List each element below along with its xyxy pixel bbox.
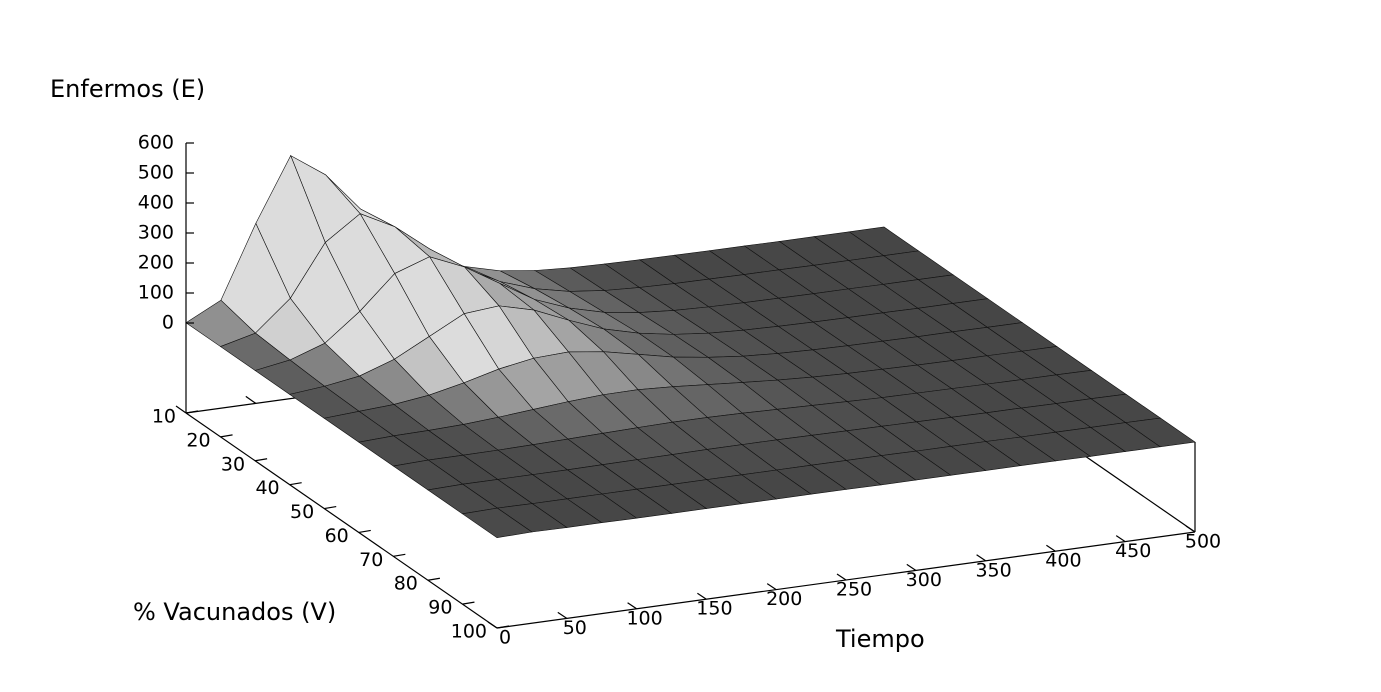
tick-mark bbox=[358, 529, 371, 534]
tick-mark bbox=[487, 621, 498, 629]
axis-line bbox=[185, 412, 498, 629]
tick-mark bbox=[185, 410, 199, 414]
tick-mark bbox=[496, 625, 510, 629]
z-tick-label: 300 bbox=[138, 222, 174, 244]
tick-mark bbox=[427, 577, 440, 581]
tick-mark bbox=[393, 553, 406, 557]
tick-mark bbox=[1185, 525, 1196, 533]
x-tick-label: 200 bbox=[766, 588, 802, 610]
tick-mark bbox=[906, 563, 917, 571]
y-tick-label: 60 bbox=[325, 525, 349, 547]
x-axis-title: Tiempo bbox=[835, 625, 925, 653]
z-tick-label: 600 bbox=[138, 132, 174, 154]
tick-mark bbox=[697, 592, 707, 600]
tick-mark bbox=[245, 395, 257, 404]
x-tick-label: 300 bbox=[906, 569, 942, 591]
y-tick-label: 80 bbox=[394, 573, 418, 595]
z-axis-title: Enfermos (E) bbox=[50, 75, 205, 103]
z-tick-label: 400 bbox=[138, 192, 174, 214]
y-tick-label: 30 bbox=[221, 453, 245, 475]
y-tick-label: 100 bbox=[451, 621, 487, 643]
x-tick-label: 150 bbox=[696, 598, 732, 620]
x-tick-label: 450 bbox=[1115, 540, 1151, 562]
y-tick-label: 50 bbox=[290, 501, 314, 523]
surface-cell bbox=[461, 507, 533, 539]
y-axis-title: % Vacunados (V) bbox=[133, 598, 336, 626]
tick-mark bbox=[627, 602, 637, 610]
tick-mark bbox=[836, 573, 847, 581]
z-tick-label: 100 bbox=[138, 282, 174, 304]
tick-mark bbox=[324, 505, 337, 510]
x-tick-label: 0 bbox=[499, 627, 511, 649]
y-tick-label: 40 bbox=[255, 477, 279, 499]
tick-mark bbox=[462, 601, 475, 605]
y-tick-label: 20 bbox=[186, 429, 210, 451]
z-tick-label: 200 bbox=[138, 252, 174, 274]
tick-mark bbox=[255, 458, 268, 462]
x-tick-label: 250 bbox=[836, 579, 872, 601]
tick-mark bbox=[557, 611, 568, 619]
y-tick-label: 10 bbox=[152, 406, 176, 428]
x-tick-label: 50 bbox=[563, 617, 587, 639]
x-tick-label: 100 bbox=[626, 607, 662, 629]
tick-mark bbox=[766, 583, 777, 591]
x-tick-label: 400 bbox=[1045, 550, 1081, 572]
tick-mark bbox=[1046, 544, 1056, 552]
z-tick-label: 0 bbox=[162, 312, 174, 334]
tick-mark bbox=[976, 554, 986, 562]
y-tick-label: 70 bbox=[359, 549, 383, 571]
tick-mark bbox=[220, 434, 233, 438]
x-tick-label: 500 bbox=[1185, 531, 1221, 553]
x-tick-label: 350 bbox=[975, 559, 1011, 581]
tick-mark bbox=[1115, 535, 1126, 543]
tick-mark bbox=[175, 405, 187, 414]
y-tick-label: 90 bbox=[428, 597, 452, 619]
z-tick-label: 500 bbox=[138, 162, 174, 184]
tick-mark bbox=[289, 482, 302, 486]
